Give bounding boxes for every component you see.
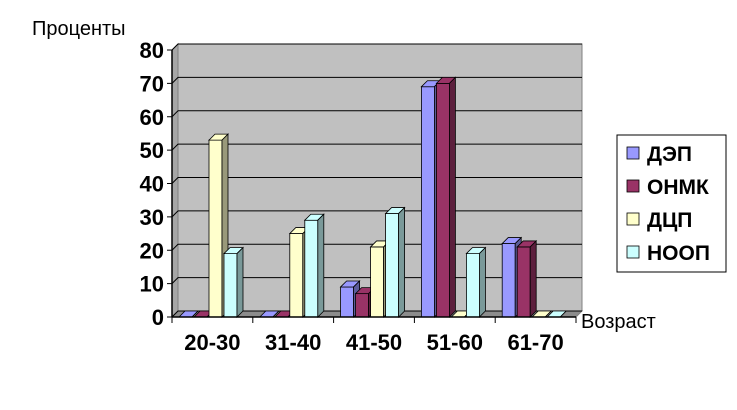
- bar: [465, 246, 487, 318]
- bar: [516, 239, 538, 318]
- y-tick-label: 80: [140, 38, 164, 63]
- bar-front: [223, 253, 238, 318]
- bar-side: [317, 213, 325, 318]
- bar-front: [501, 243, 516, 318]
- legend-item: ОНМК: [626, 176, 709, 199]
- bar: [384, 206, 406, 318]
- bar-front: [304, 219, 319, 318]
- bar-side: [398, 206, 406, 318]
- x-tick-label: 20-30: [184, 330, 240, 355]
- x-tick-label: 31-40: [265, 330, 321, 355]
- bar-side: [191, 310, 199, 318]
- bar-side: [478, 246, 486, 318]
- bar: [303, 213, 325, 318]
- legend: ДЭП ОНМК ДЦП НООП: [616, 134, 727, 273]
- legend-swatch: [626, 146, 640, 160]
- legend-label: ОНМК: [647, 176, 709, 199]
- x-axis-ticks: 20-30 31-40 41-50 51-60 61-70: [171, 317, 577, 355]
- x-axis-title: Возраст: [581, 311, 656, 333]
- legend-item: ДЭП: [626, 143, 692, 166]
- bar-side: [529, 239, 537, 318]
- x-tick-label: 61-70: [507, 330, 563, 355]
- bar: [208, 133, 229, 318]
- y-tick-label: 20: [140, 238, 164, 263]
- bar-front: [355, 293, 370, 318]
- y-tick-label: 40: [140, 172, 164, 197]
- y-tick-label: 70: [140, 71, 164, 96]
- legend-item: НООП: [626, 242, 710, 265]
- x-tick-label: 41-50: [346, 330, 402, 355]
- bar-side: [272, 310, 280, 318]
- legend-label: НООП: [647, 242, 710, 265]
- bar-front: [516, 246, 531, 318]
- legend-label: ДЭП: [647, 143, 692, 166]
- gridline: [171, 43, 582, 51]
- bar-front: [435, 82, 450, 318]
- bar-side: [448, 76, 456, 318]
- bars: [178, 76, 568, 318]
- bar-front: [385, 213, 400, 318]
- legend-swatch: [626, 179, 640, 193]
- legend-label: ДЦП: [647, 209, 692, 232]
- bar-front: [340, 286, 355, 318]
- bar-front: [420, 86, 435, 318]
- y-tick-label: 0: [152, 305, 164, 330]
- y-tick-label: 30: [140, 205, 164, 230]
- bar-side: [559, 310, 567, 318]
- bar: [223, 246, 244, 318]
- legend-swatch: [626, 245, 640, 259]
- legend-item: ДЦП: [626, 209, 692, 232]
- bar-front: [370, 246, 385, 318]
- y-tick-label: 10: [140, 272, 164, 297]
- bar-front: [289, 233, 304, 318]
- y-tick-label: 50: [140, 138, 164, 163]
- legend-swatch: [626, 212, 640, 226]
- y-tick-label: 60: [140, 105, 164, 130]
- y-axis-title: Проценты: [32, 18, 126, 40]
- bar-side: [236, 246, 244, 318]
- x-tick-label: 51-60: [427, 330, 483, 355]
- bar: [435, 76, 457, 318]
- y-axis-ticks: 0 10 20 30 40 50 60 70 80: [140, 38, 172, 330]
- bar-front: [465, 253, 480, 318]
- bar-front: [208, 139, 223, 318]
- bar-side: [544, 310, 552, 318]
